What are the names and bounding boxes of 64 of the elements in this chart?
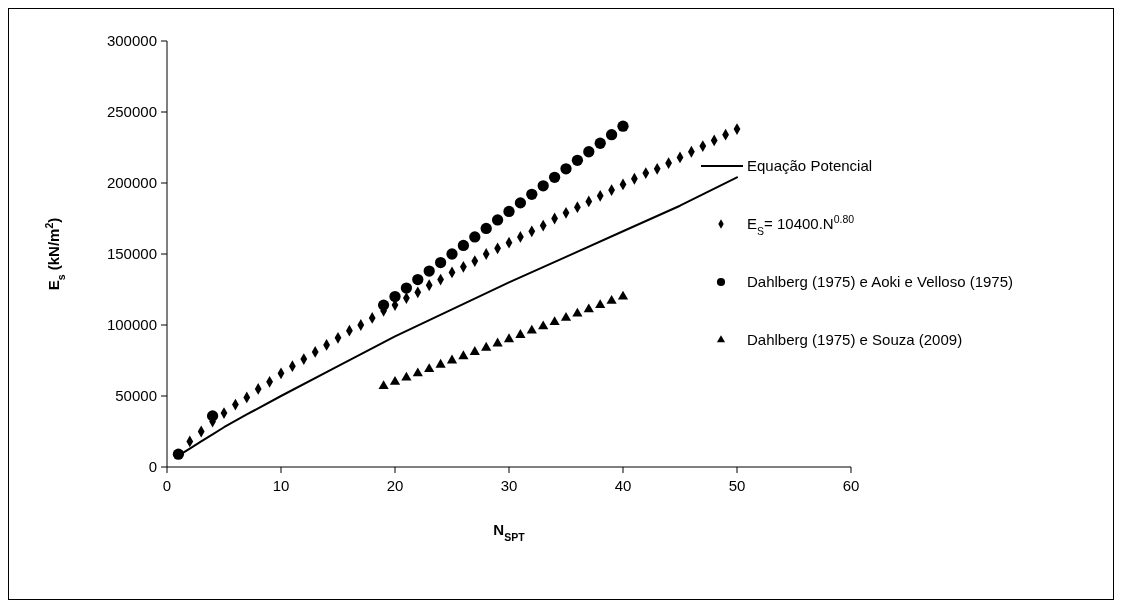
y-tick-label: 0 [148, 458, 157, 476]
point [389, 375, 401, 385]
point [458, 350, 469, 360]
point [605, 129, 618, 141]
y-tick-label: 150000 [106, 245, 157, 263]
point [537, 180, 549, 192]
point [594, 137, 606, 149]
point [595, 299, 606, 309]
x-tick-label: 60 [842, 477, 860, 494]
point [469, 231, 481, 243]
point [583, 303, 594, 313]
point [435, 358, 446, 368]
x-tick-label: 10 [272, 477, 290, 494]
point [526, 188, 538, 200]
point [583, 146, 595, 158]
point [503, 333, 515, 343]
y-tick-label: 250000 [106, 103, 157, 121]
point [549, 316, 560, 326]
point [571, 154, 584, 166]
x-tick-label: 30 [500, 477, 518, 494]
x-tick-label: 40 [614, 477, 632, 494]
point [492, 337, 503, 347]
x-tick-label: 50 [728, 477, 746, 494]
y-tick-label: 200000 [106, 174, 157, 192]
point [560, 312, 572, 321]
point [377, 299, 390, 311]
point [412, 367, 423, 377]
point [206, 410, 219, 422]
point [617, 290, 629, 300]
x-axis-title: N$_{SPT}$ [493, 521, 526, 543]
point [514, 197, 527, 209]
point [606, 294, 617, 304]
point [172, 448, 185, 460]
point [389, 290, 401, 303]
point [424, 363, 435, 372]
point [434, 256, 447, 269]
point [515, 329, 526, 338]
y-tick-label: 50000 [115, 387, 157, 405]
x-tick-label: 0 [162, 477, 172, 494]
point [548, 171, 561, 183]
legend-label: E$_{S}$= 10400.N$^{0.80}$ [747, 213, 855, 238]
point [538, 320, 549, 330]
point [560, 163, 572, 175]
point [423, 265, 435, 277]
y-tick-label: 100000 [106, 316, 157, 334]
point [503, 205, 515, 218]
point [491, 214, 504, 226]
point [412, 273, 424, 286]
legend-label: Dahlberg (1975) e Aoki e Velloso (1975) [747, 273, 1014, 291]
legend-label: Equação Potencial [747, 157, 873, 175]
point [400, 282, 413, 294]
point [526, 324, 537, 334]
point [457, 239, 470, 252]
point [378, 380, 389, 389]
point [480, 222, 492, 235]
x-tick-label: 20 [386, 477, 404, 494]
point [446, 354, 458, 364]
point [572, 307, 583, 317]
y-tick-label: 300000 [106, 32, 157, 50]
point [446, 248, 458, 260]
point [469, 346, 480, 355]
legend-label: Dahlberg (1975) e Souza (2009) [747, 331, 963, 349]
point [617, 120, 629, 132]
point [481, 341, 492, 351]
